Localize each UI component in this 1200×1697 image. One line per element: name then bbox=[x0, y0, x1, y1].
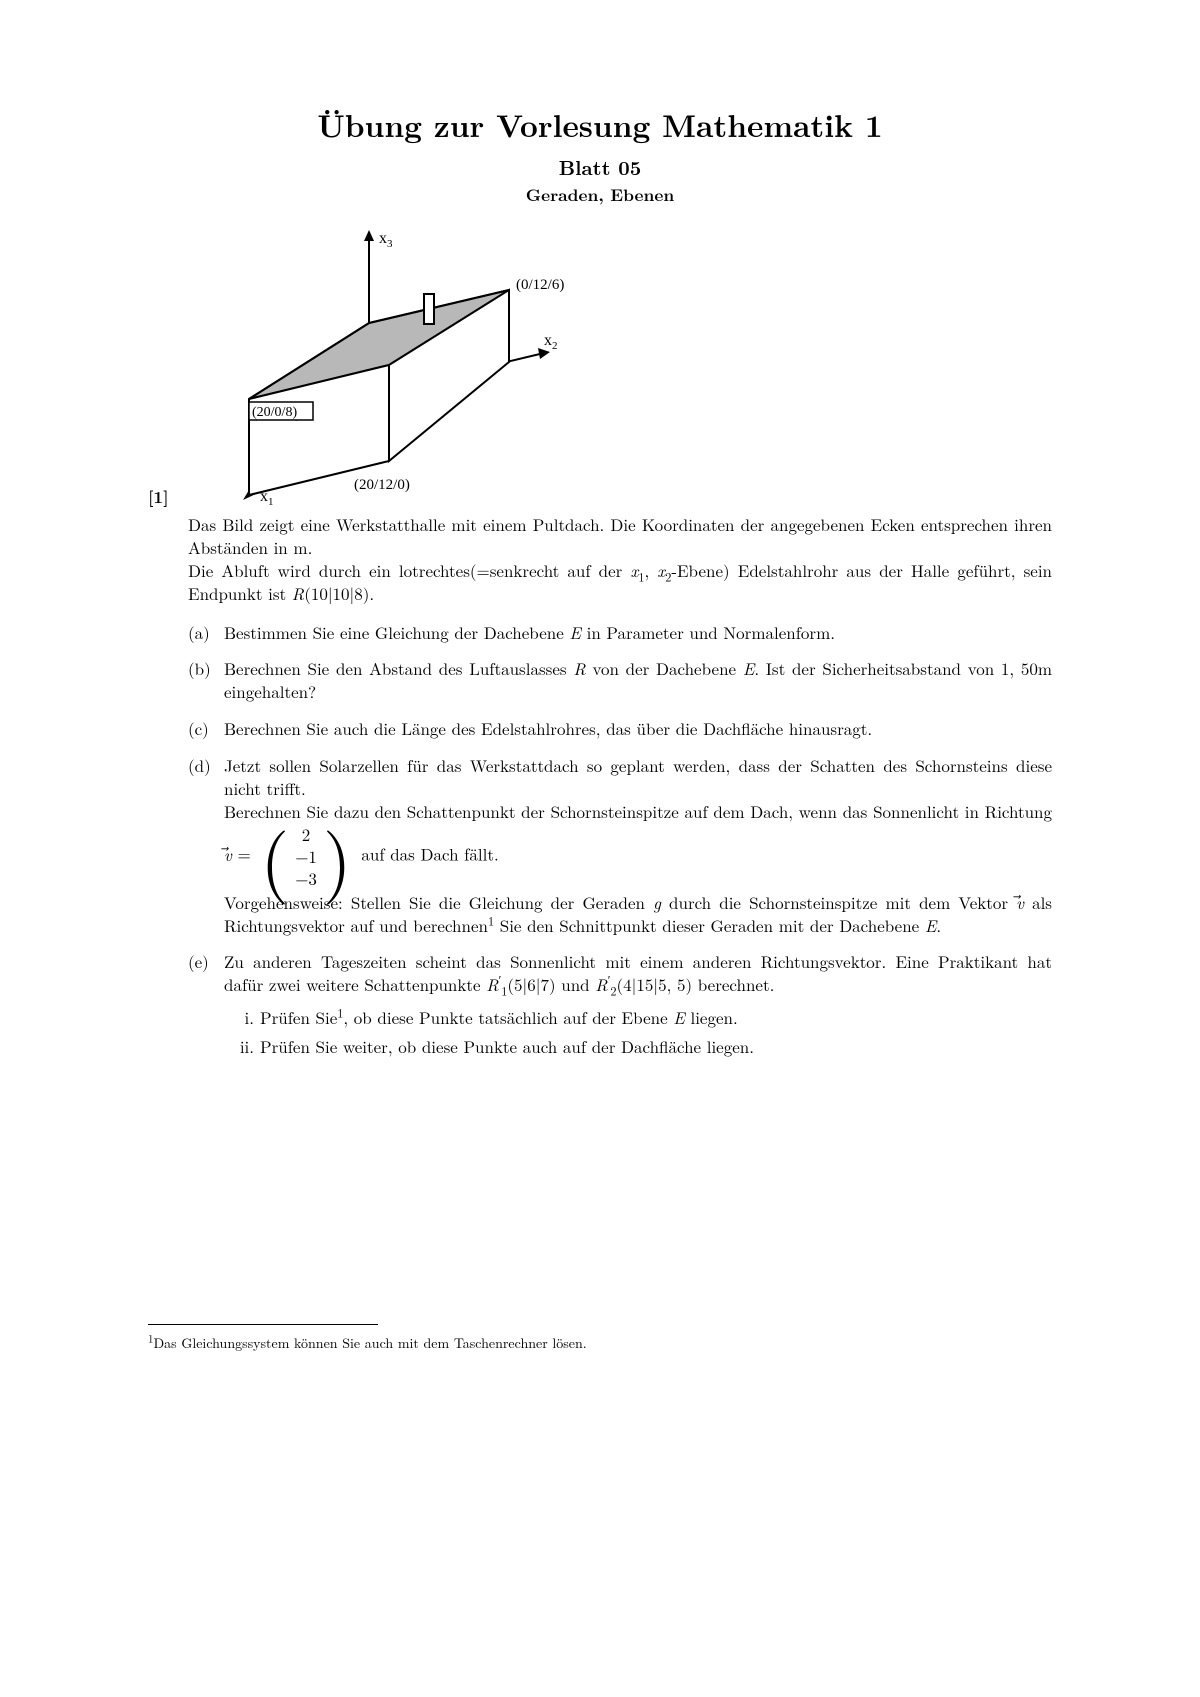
vec-row: −3 bbox=[295, 867, 317, 889]
text-fragment: durch die Schornsteinspitze mit dem Vekt… bbox=[661, 890, 1016, 914]
footnote-text: Das Gleichungssystem können Sie auch mit… bbox=[153, 1333, 586, 1353]
var-E: E bbox=[925, 913, 937, 937]
paren-right: ) bbox=[323, 827, 352, 886]
item-e: (e) Zu anderen Tageszeiten scheint das S… bbox=[188, 950, 1052, 1064]
coords-R2: (4|15|5, 5) bbox=[617, 972, 693, 996]
item-c-body: Berechnen Sie auch die Länge des Edelsta… bbox=[224, 717, 1052, 740]
text-fragment: . bbox=[936, 913, 941, 937]
item-e-ii-label: ii. bbox=[224, 1035, 260, 1058]
var-E: E bbox=[673, 1005, 685, 1029]
page-subtitle-2: Geraden, Ebenen bbox=[148, 184, 1052, 207]
item-e-i: i. Prüfen Sie1, ob diese Punkte tatsächl… bbox=[224, 1006, 1052, 1029]
subsub-list: i. Prüfen Sie1, ob diese Punkte tatsächl… bbox=[224, 1006, 1052, 1058]
coords-R: (10|10|8). bbox=[304, 581, 374, 605]
item-c: (c) Berechnen Sie auch die Länge des Ede… bbox=[188, 717, 1052, 740]
var-R: R bbox=[573, 656, 585, 680]
svg-text:(20/0/8): (20/0/8) bbox=[252, 405, 297, 420]
item-e-ii: ii. Prüfen Sie weiter, ob diese Punkte a… bbox=[224, 1035, 1052, 1058]
item-d-label: (d) bbox=[188, 754, 224, 936]
text-fragment: in Parameter und Normalenform. bbox=[581, 620, 835, 644]
problem-number: [1] bbox=[148, 486, 188, 513]
item-e-i-label: i. bbox=[224, 1006, 260, 1029]
item-d-p2: Berechnen Sie dazu den Schattenpunkt der… bbox=[224, 800, 1052, 890]
item-b: (b) Berechnen Sie den Abstand des Luftau… bbox=[188, 657, 1052, 703]
paren-left: ( bbox=[260, 827, 289, 886]
intro-p1: Das Bild zeigt eine Werkstatthalle mit e… bbox=[188, 513, 1052, 559]
item-e-p1: Zu anderen Tageszeiten scheint das Sonne… bbox=[224, 950, 1052, 996]
text-fragment: Bestimmen Sie eine Gleichung der Dachebe… bbox=[224, 620, 569, 644]
vector-v: v bbox=[1016, 891, 1024, 914]
item-e-body: Zu anderen Tageszeiten scheint das Sonne… bbox=[224, 950, 1052, 1064]
item-a-label: (a) bbox=[188, 621, 224, 644]
text-fragment: berechnet. bbox=[692, 972, 774, 996]
footnote: 1Das Gleichungssystem können Sie auch mi… bbox=[148, 1334, 1052, 1353]
var-E: E bbox=[743, 656, 755, 680]
item-e-i-body: Prüfen Sie1, ob diese Punkte tatsächlich… bbox=[260, 1006, 1052, 1029]
text-fragment: auf das Dach fällt. bbox=[356, 842, 499, 866]
item-d-p1: Jetzt sollen Solarzellen für das Werksta… bbox=[224, 754, 1052, 800]
text-fragment: von der Dachebene bbox=[586, 656, 743, 680]
page-subtitle-1: Blatt 05 bbox=[148, 153, 1052, 180]
text-fragment: Die Abluft wird durch ein lotrechtes(=se… bbox=[188, 558, 630, 582]
page-title: Übung zur Vorlesung Mathematik 1 bbox=[148, 105, 1052, 147]
page: Übung zur Vorlesung Mathematik 1 Blatt 0… bbox=[0, 0, 1200, 1697]
point-R: R bbox=[292, 581, 304, 605]
item-c-label: (c) bbox=[188, 717, 224, 740]
var-g: g bbox=[653, 890, 661, 914]
svg-text:x2: x2 bbox=[544, 332, 558, 352]
text-fragment: Prüfen Sie bbox=[260, 1005, 337, 1029]
problem-body: Das Bild zeigt eine Werkstatthalle mit e… bbox=[188, 513, 1052, 1064]
vector-v: v bbox=[224, 843, 232, 866]
text-fragment: , ob diese Punkte tatsächlich auf der Eb… bbox=[343, 1005, 673, 1029]
svg-text:x3: x3 bbox=[379, 230, 393, 250]
vec-row: 2 bbox=[302, 823, 311, 845]
item-e-ii-body: Prüfen Sie weiter, ob diese Punkte auch … bbox=[260, 1035, 1052, 1058]
item-a: (a) Bestimmen Sie eine Gleichung der Dac… bbox=[188, 621, 1052, 644]
equals: = bbox=[232, 842, 257, 866]
text-fragment: , bbox=[644, 558, 657, 582]
var-R2: R bbox=[595, 972, 607, 996]
var-x2: x bbox=[657, 558, 665, 582]
vec-row: −1 bbox=[295, 845, 317, 867]
svg-text:(0/12/6): (0/12/6) bbox=[516, 277, 564, 293]
text-fragment: Sie den Schnittpunkt dieser Geraden mit … bbox=[494, 913, 925, 937]
text-fragment: Vorgehensweise: Stellen Sie die Gleichun… bbox=[224, 890, 653, 914]
text-fragment: und bbox=[556, 972, 596, 996]
figure-row: [1] bbox=[148, 225, 1052, 513]
text-fragment: liegen. bbox=[685, 1005, 738, 1029]
item-b-body: Berechnen Sie den Abstand des Luftauslas… bbox=[224, 657, 1052, 703]
item-d-p3: Vorgehensweise: Stellen Sie die Gleichun… bbox=[224, 891, 1052, 937]
svg-text:(20/12/0): (20/12/0) bbox=[354, 477, 410, 493]
coords-R1: (5|6|7) bbox=[507, 972, 555, 996]
subitems-list: (a) Bestimmen Sie eine Gleichung der Dac… bbox=[188, 621, 1052, 1065]
var-R1: R bbox=[486, 972, 498, 996]
var-E: E bbox=[569, 620, 581, 644]
item-d-body: Jetzt sollen Solarzellen für das Werksta… bbox=[224, 754, 1052, 936]
intro-p2: Die Abluft wird durch ein lotrechtes(=se… bbox=[188, 559, 1052, 605]
item-d: (d) Jetzt sollen Solarzellen für das Wer… bbox=[188, 754, 1052, 936]
item-a-body: Bestimmen Sie eine Gleichung der Dachebe… bbox=[224, 621, 1052, 644]
footnote-rule bbox=[148, 1324, 378, 1325]
item-b-label: (b) bbox=[188, 657, 224, 703]
workshop-figure: x3 x2 x1 (0/12/6) (20/0/8) (20/0/8) (20/… bbox=[194, 225, 584, 505]
text-fragment: Berechnen Sie den Abstand des Luftauslas… bbox=[224, 656, 573, 680]
item-e-label: (e) bbox=[188, 950, 224, 1064]
vector-column: (2−1−3) bbox=[260, 823, 351, 890]
